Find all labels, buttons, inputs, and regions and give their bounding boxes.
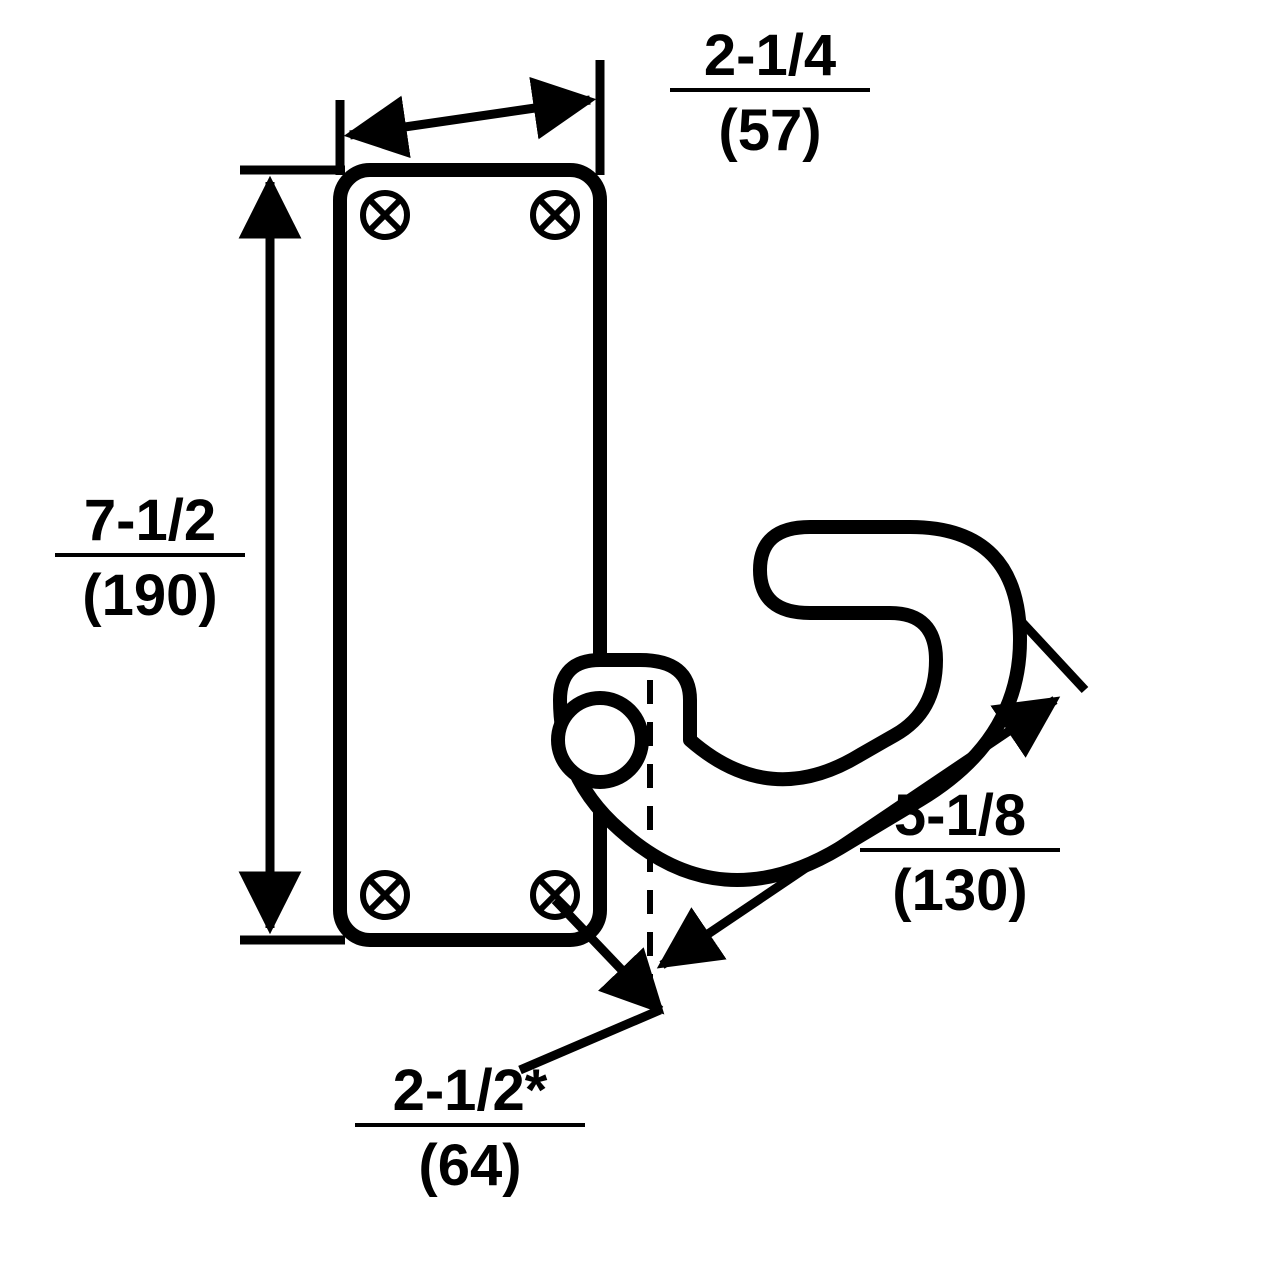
dim-plate-width: 2-1/4 (57) [340, 23, 870, 175]
screw-top-right [533, 193, 577, 237]
dim-plate-height: 7-1/2 (190) [55, 170, 345, 940]
dim-lever-imperial: 5-1/8 [894, 783, 1026, 848]
dim-height-imperial: 7-1/2 [84, 488, 216, 553]
dim-backset-imperial: 2-1/2* [393, 1058, 548, 1123]
dim-height-metric: (190) [82, 563, 217, 628]
dimensioned-drawing: 2-1/4 (57) 7-1/2 (190) 5-1/8 (130) 2-1/2… [0, 0, 1280, 1280]
dim-lever-metric: (130) [892, 858, 1027, 923]
screw-bottom-left [363, 873, 407, 917]
dim-width-metric: (57) [718, 98, 821, 163]
dim-backset-metric: (64) [418, 1133, 521, 1198]
screw-top-left [363, 193, 407, 237]
dim-width-imperial: 2-1/4 [704, 23, 836, 88]
escutcheon-plate [340, 170, 600, 940]
